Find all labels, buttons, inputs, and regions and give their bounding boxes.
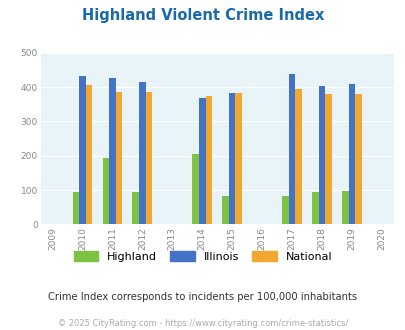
Bar bbox=[228, 93, 235, 224]
Bar bbox=[79, 76, 85, 224]
Bar bbox=[318, 86, 324, 224]
Bar bbox=[348, 84, 354, 224]
Bar bbox=[115, 92, 122, 224]
Bar bbox=[205, 96, 211, 224]
Bar bbox=[198, 98, 205, 224]
Bar bbox=[341, 191, 348, 224]
Bar bbox=[354, 94, 361, 224]
Bar bbox=[324, 94, 331, 224]
Bar bbox=[294, 89, 301, 224]
Text: © 2025 CityRating.com - https://www.cityrating.com/crime-statistics/: © 2025 CityRating.com - https://www.city… bbox=[58, 319, 347, 328]
Bar bbox=[139, 82, 145, 224]
Legend: Highland, Illinois, National: Highland, Illinois, National bbox=[69, 247, 336, 267]
Bar bbox=[192, 154, 198, 224]
Bar bbox=[72, 192, 79, 224]
Bar bbox=[288, 75, 294, 224]
Bar bbox=[311, 192, 318, 224]
Bar bbox=[281, 196, 288, 224]
Bar bbox=[85, 85, 92, 224]
Bar bbox=[102, 158, 109, 224]
Text: Highland Violent Crime Index: Highland Violent Crime Index bbox=[82, 8, 323, 23]
Bar bbox=[235, 93, 241, 224]
Bar bbox=[222, 196, 228, 224]
Bar bbox=[132, 192, 139, 224]
Text: Crime Index corresponds to incidents per 100,000 inhabitants: Crime Index corresponds to incidents per… bbox=[48, 292, 357, 302]
Bar bbox=[145, 92, 152, 224]
Bar bbox=[109, 78, 115, 224]
